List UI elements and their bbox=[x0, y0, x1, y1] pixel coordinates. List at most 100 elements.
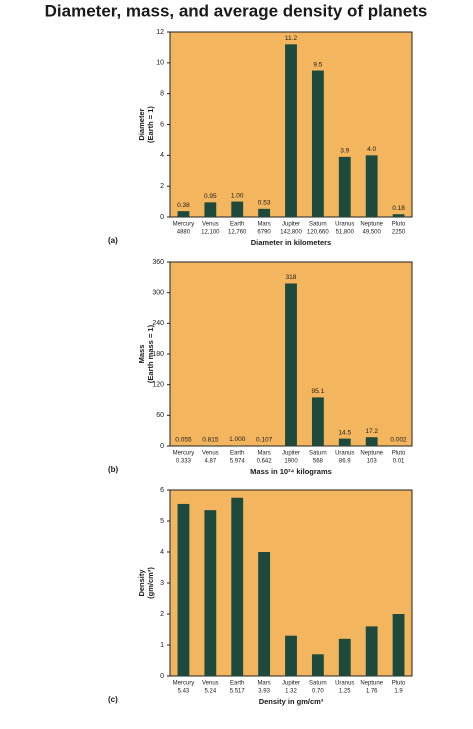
panel-label: (a) bbox=[108, 236, 118, 245]
value-label: 0.055 bbox=[175, 437, 192, 444]
y-tick-label: 6 bbox=[160, 121, 164, 128]
value-label: 1.00 bbox=[231, 192, 244, 199]
panel-label: (b) bbox=[108, 465, 119, 474]
x-tick-label: Pluto bbox=[392, 222, 406, 228]
y-tick-label: 4 bbox=[160, 152, 164, 159]
x-sublabel: 1.25 bbox=[339, 689, 351, 695]
y-tick-label: 300 bbox=[152, 290, 164, 297]
x-sublabel: 0.333 bbox=[176, 459, 192, 465]
y-tick-label: 0 bbox=[160, 214, 164, 221]
y-tick-label: 10 bbox=[156, 60, 164, 67]
x-sublabel: 3.93 bbox=[258, 689, 270, 695]
x-sublabel: 5.24 bbox=[204, 689, 216, 695]
y-tick-label: 180 bbox=[152, 351, 164, 358]
bar bbox=[285, 635, 297, 676]
x-sublabel: 0.642 bbox=[257, 459, 273, 465]
x-sublabel: 5.43 bbox=[178, 689, 190, 695]
y-tick-label: 1 bbox=[160, 642, 164, 649]
y-tick-label: 8 bbox=[160, 91, 164, 98]
y-tick-label: 0 bbox=[160, 443, 164, 450]
value-label: 0.107 bbox=[256, 437, 273, 444]
bar bbox=[231, 445, 244, 446]
x-tick-label: Mercury bbox=[173, 681, 195, 687]
bar bbox=[258, 208, 271, 217]
bar bbox=[365, 155, 378, 217]
x-tick-label: Uranus bbox=[335, 681, 354, 687]
x-sublabel: 568 bbox=[313, 459, 324, 465]
bar bbox=[392, 614, 405, 676]
x-sublabel: 1900 bbox=[284, 459, 298, 465]
x-sublabel: 0.70 bbox=[312, 689, 324, 695]
x-tick-label: Saturn bbox=[309, 681, 327, 687]
bar bbox=[258, 552, 271, 676]
x-sublabel: 12,760 bbox=[228, 230, 247, 236]
x-sublabel: 6790 bbox=[257, 230, 271, 236]
bar bbox=[311, 654, 324, 676]
x-axis-label: Diameter in kilometers bbox=[251, 238, 331, 247]
x-tick-label: Jupiter bbox=[282, 681, 300, 687]
x-tick-label: Mars bbox=[257, 222, 270, 228]
value-label: 11.2 bbox=[285, 35, 298, 42]
value-label: 14.5 bbox=[338, 429, 351, 436]
bar bbox=[285, 44, 297, 218]
bar bbox=[285, 283, 297, 446]
y-tick-label: 120 bbox=[152, 382, 164, 389]
bar bbox=[204, 510, 217, 676]
x-tick-label: Pluto bbox=[392, 681, 406, 687]
bar bbox=[338, 156, 351, 217]
x-tick-label: Mercury bbox=[173, 451, 195, 457]
y-tick-label: 2 bbox=[160, 611, 164, 618]
x-tick-label: Neptune bbox=[360, 222, 383, 228]
x-tick-label: Jupiter bbox=[282, 222, 300, 228]
x-tick-label: Mars bbox=[257, 681, 270, 687]
x-sublabel: 4.87 bbox=[204, 459, 216, 465]
x-sublabel: 51,800 bbox=[336, 230, 355, 236]
x-tick-label: Earth bbox=[230, 681, 244, 687]
value-label: 4.0 bbox=[367, 146, 376, 153]
y-tick-label: 3 bbox=[160, 580, 164, 587]
bar bbox=[177, 211, 190, 217]
y-axis-label: Mass bbox=[137, 345, 146, 364]
value-label: 0.38 bbox=[177, 202, 190, 209]
value-label: 9.5 bbox=[313, 61, 322, 68]
value-label: 0.002 bbox=[390, 437, 407, 444]
x-axis-label: Mass in 10²⁴ kilograms bbox=[250, 467, 332, 476]
x-sublabel: 1.32 bbox=[285, 689, 297, 695]
x-tick-label: Venus bbox=[202, 451, 219, 457]
x-tick-label: Earth bbox=[230, 451, 244, 457]
x-sublabel: 103 bbox=[367, 459, 378, 465]
x-sublabel: 142,800 bbox=[280, 230, 302, 236]
y-tick-label: 5 bbox=[160, 518, 164, 525]
x-tick-label: Uranus bbox=[335, 222, 354, 228]
bar bbox=[338, 438, 351, 446]
x-tick-label: Venus bbox=[202, 222, 219, 228]
bar bbox=[204, 202, 217, 217]
x-tick-label: Neptune bbox=[360, 451, 383, 457]
y-tick-label: 240 bbox=[152, 320, 164, 327]
x-tick-label: Neptune bbox=[360, 681, 383, 687]
x-tick-label: Pluto bbox=[392, 451, 406, 457]
y-axis-label: Density bbox=[137, 569, 146, 597]
y-axis-label: Diameter bbox=[137, 108, 146, 140]
x-sublabel: 120,660 bbox=[307, 230, 329, 236]
x-tick-label: Earth bbox=[230, 222, 244, 228]
y-tick-label: 60 bbox=[156, 412, 164, 419]
x-sublabel: 1.76 bbox=[366, 689, 378, 695]
y-axis-label: (Earth mass = 1) bbox=[146, 324, 155, 383]
x-tick-label: Jupiter bbox=[282, 451, 300, 457]
x-axis-label: Density in gm/cm³ bbox=[259, 697, 324, 706]
page-title: Diameter, mass, and average density of p… bbox=[45, 1, 428, 20]
value-label: 1.000 bbox=[229, 436, 246, 443]
value-label: 0.18 bbox=[392, 205, 405, 212]
x-tick-label: Mars bbox=[257, 451, 270, 457]
value-label: 318 bbox=[286, 274, 297, 281]
value-label: 0.815 bbox=[202, 436, 219, 443]
x-tick-label: Uranus bbox=[335, 451, 354, 457]
y-tick-label: 6 bbox=[160, 487, 164, 494]
y-axis-label: (Earth = 1) bbox=[146, 106, 155, 143]
bar bbox=[338, 638, 351, 676]
y-axis-label: (gm/cm³) bbox=[146, 567, 155, 599]
x-sublabel: 86.9 bbox=[339, 459, 351, 465]
y-tick-label: 360 bbox=[152, 259, 164, 266]
